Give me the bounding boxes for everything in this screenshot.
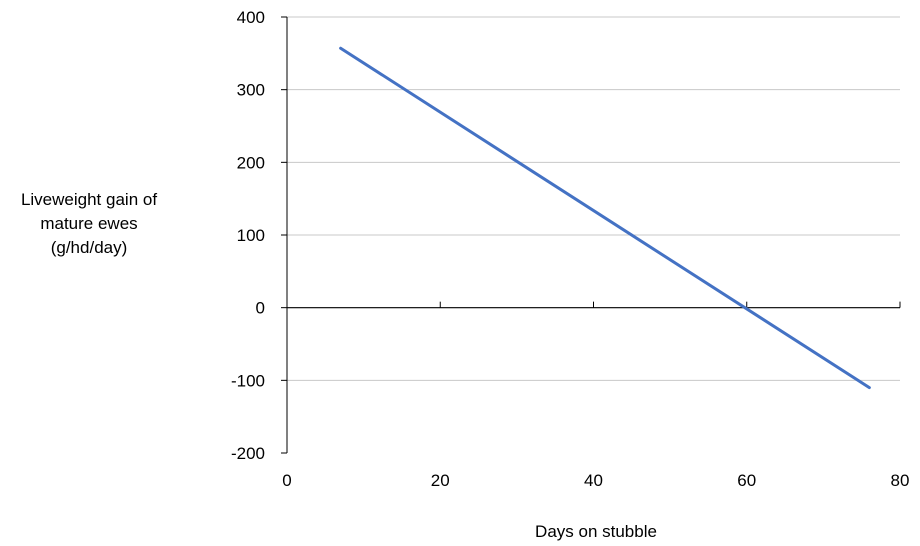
series-layer (339, 46, 871, 390)
gridlines (287, 16, 900, 381)
x-tick-label-20: 20 (431, 471, 450, 490)
x-tick-label-40: 40 (584, 471, 603, 490)
axes (281, 16, 901, 454)
y-tick-label--100: -100 (231, 371, 265, 390)
y-tick-label-400: 400 (237, 8, 265, 27)
y-tick-label-300: 300 (237, 81, 265, 100)
y-tick-label--200: -200 (231, 444, 265, 463)
x-tick-label-80: 80 (891, 471, 910, 490)
y-tick-label-0: 0 (256, 299, 265, 318)
series-line-1 (339, 46, 871, 390)
y-tick-label-100: 100 (237, 226, 265, 245)
x-axis-title: Days on stubble (535, 522, 657, 541)
x-tick-label-0: 0 (282, 471, 291, 490)
tick-labels: -200 -100 0 100 200 300 400 0 20 40 60 80 (231, 8, 909, 490)
y-axis-title-line-3: (g/hd/day) (51, 238, 128, 257)
y-axis-title-line-1: Liveweight gain of (21, 190, 157, 209)
x-tick-label-60: 60 (737, 471, 756, 490)
y-axis-title: Liveweight gain of mature ewes (g/hd/day… (21, 190, 157, 257)
y-tick-label-200: 200 (237, 153, 265, 172)
y-axis-title-line-2: mature ewes (40, 214, 137, 233)
